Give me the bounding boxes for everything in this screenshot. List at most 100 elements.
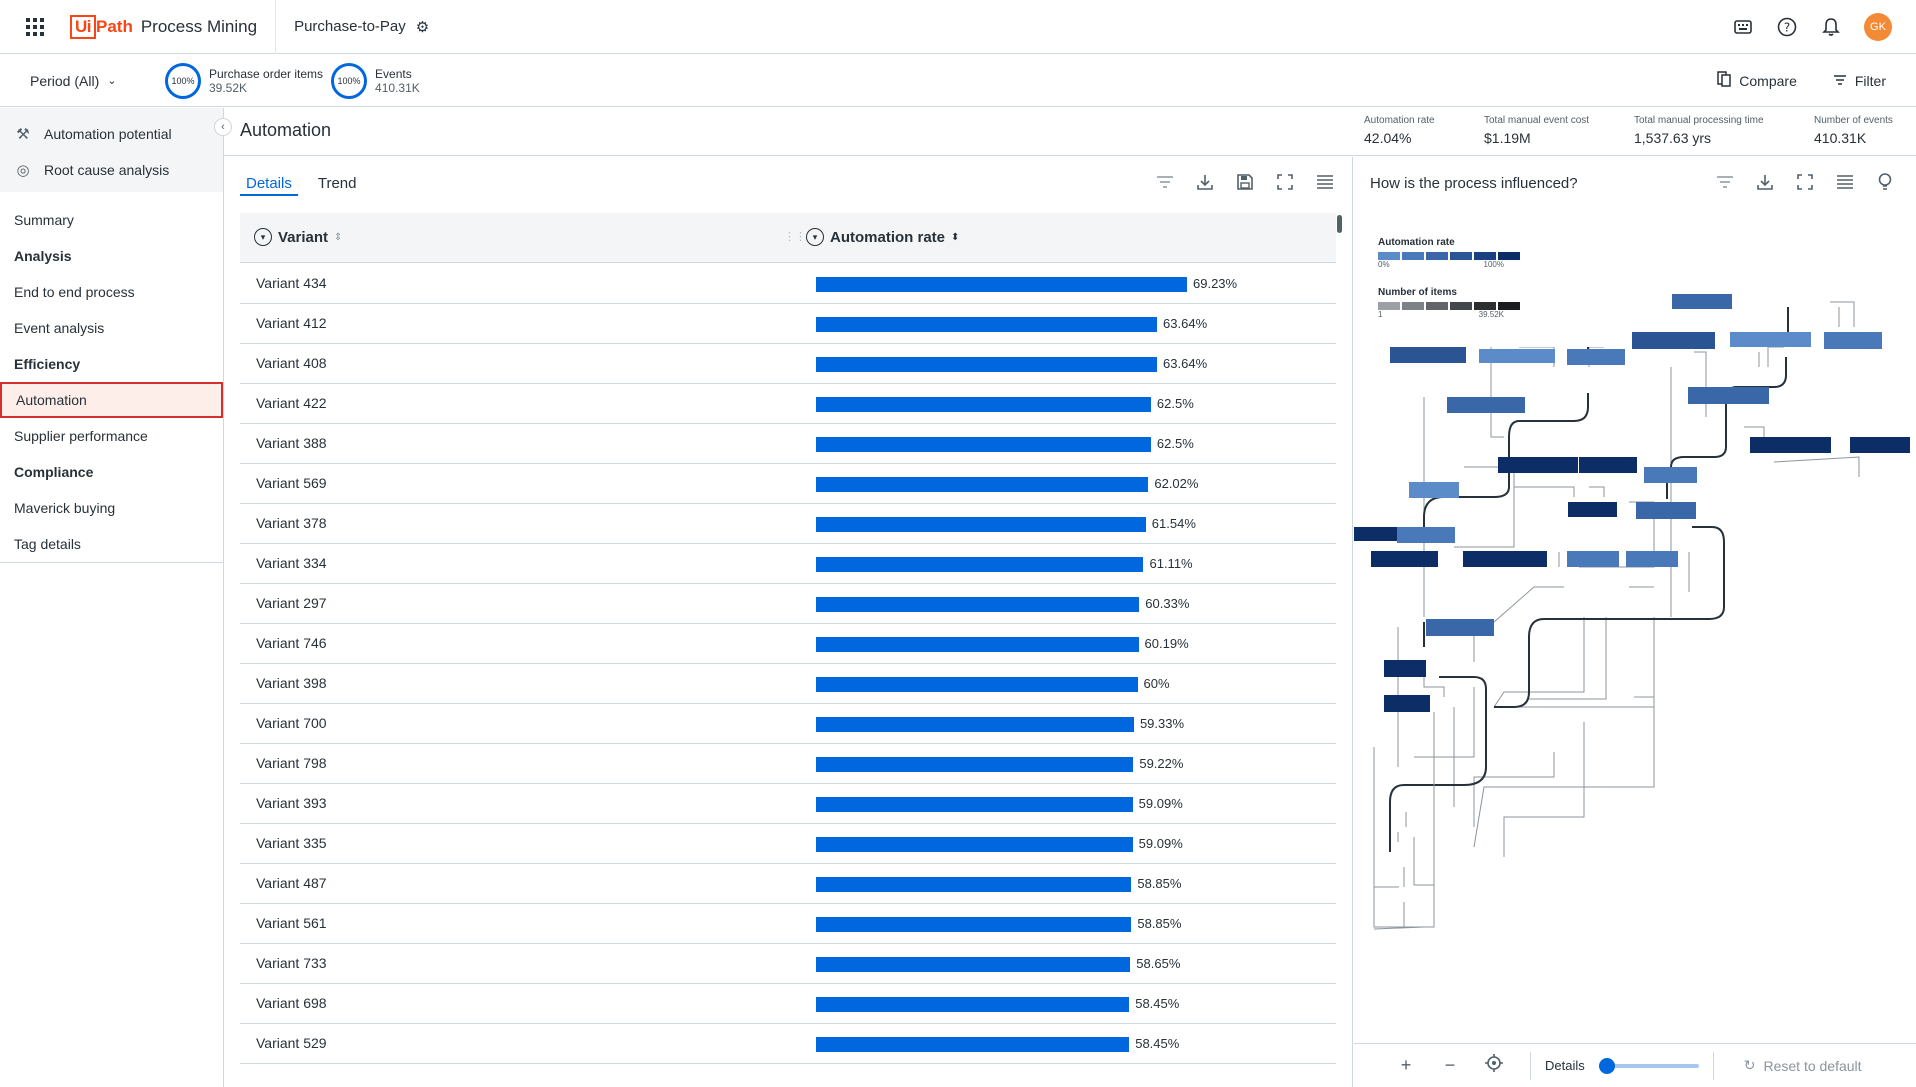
graph-node[interactable] (1644, 467, 1697, 483)
reset-to-default-button[interactable]: ↻ Reset to default (1744, 1057, 1862, 1074)
fullscreen-icon[interactable] (1796, 173, 1814, 191)
table-row[interactable]: Variant 408 63.64% (240, 344, 1336, 384)
table-row[interactable]: Variant 561 58.85% (240, 904, 1336, 944)
target-icon: ◎ (16, 162, 30, 179)
graph-node[interactable] (1730, 332, 1811, 347)
keyboard-icon[interactable] (1732, 16, 1754, 38)
graph-node[interactable] (1850, 437, 1910, 453)
table-row[interactable]: Variant 434 69.23% (240, 264, 1336, 304)
table-row[interactable]: Variant 529 58.45% (240, 1024, 1336, 1064)
table-row[interactable]: Variant 698 58.45% (240, 984, 1336, 1024)
graph-node[interactable] (1567, 551, 1619, 567)
table-row[interactable]: Variant 412 63.64% (240, 304, 1336, 344)
legend-swatch (1450, 302, 1472, 310)
table-row[interactable]: Variant 334 61.11% (240, 544, 1336, 584)
apps-launcher-button[interactable] (0, 0, 70, 54)
save-icon[interactable] (1236, 173, 1254, 191)
column-header-variant[interactable]: ▾ Variant ⇕ (254, 228, 342, 246)
nav-root-cause-analysis[interactable]: ◎ Root cause analysis (0, 152, 223, 188)
tab-details[interactable]: Details (240, 175, 298, 196)
table-row[interactable]: Variant 798 59.22% (240, 744, 1336, 784)
bell-icon[interactable] (1820, 16, 1842, 38)
period-dropdown[interactable]: Period (All) ⌄ (30, 73, 165, 89)
automation-rate-bar (816, 517, 1146, 532)
view-tabs: Details Trend (240, 175, 363, 196)
lightbulb-icon[interactable] (1876, 173, 1894, 191)
table-row[interactable]: Variant 422 62.5% (240, 384, 1336, 424)
filter-lines-icon[interactable] (1156, 173, 1174, 191)
graph-node[interactable] (1384, 695, 1430, 712)
tab-trend[interactable]: Trend (317, 175, 357, 192)
lever-icon: ⚒ (16, 126, 30, 143)
filter-lines-icon[interactable] (1716, 173, 1734, 191)
kpi-value: 42.04% (1364, 130, 1412, 146)
graph-node[interactable] (1626, 551, 1678, 567)
kpi-label: Number of events (1814, 115, 1893, 126)
details-slider[interactable] (1598, 1057, 1699, 1074)
graph-node[interactable] (1384, 660, 1426, 677)
table-row[interactable]: Variant 569 62.02% (240, 464, 1336, 504)
product-logo[interactable]: Ui Path Process Mining (70, 0, 277, 54)
table-row[interactable]: Variant 388 62.5% (240, 424, 1336, 464)
help-icon[interactable]: ? (1776, 16, 1798, 38)
graph-node[interactable] (1568, 502, 1617, 517)
download-icon[interactable] (1196, 173, 1214, 191)
graph-node[interactable] (1750, 437, 1831, 453)
progress-ring: 100% (165, 62, 201, 99)
graph-node[interactable] (1463, 551, 1547, 567)
nav-automation[interactable]: Automation (0, 382, 223, 418)
sort-desc-icon[interactable]: ⬍ (951, 231, 960, 243)
table-row[interactable]: Variant 393 59.09% (240, 784, 1336, 824)
table-row[interactable]: Variant 335 59.09% (240, 824, 1336, 864)
column-resize-handle[interactable]: ⋮⋮ (784, 231, 806, 243)
graph-node[interactable] (1371, 551, 1438, 567)
menu-lines-icon[interactable] (1316, 173, 1334, 191)
table-row[interactable]: Variant 733 58.65% (240, 944, 1336, 984)
kpi-strip: Automation rate 42.04% Total manual even… (1364, 114, 1904, 148)
scrollbar-thumb[interactable] (1337, 215, 1342, 233)
nav-automation-potential[interactable]: ⚒ Automation potential (0, 116, 223, 152)
graph-node[interactable] (1824, 332, 1882, 349)
sort-icon[interactable]: ⇕ (334, 231, 343, 243)
table-row[interactable]: Variant 398 60% (240, 664, 1336, 704)
table-row[interactable]: Variant 700 59.33% (240, 704, 1336, 744)
chevron-circle-icon[interactable]: ▾ (254, 228, 272, 246)
zoom-out-button[interactable]: − (1444, 1055, 1456, 1075)
graph-node[interactable] (1632, 332, 1715, 349)
table-row[interactable]: Variant 487 58.85% (240, 864, 1336, 904)
filter-button[interactable]: Filter (1833, 73, 1886, 89)
gear-icon[interactable]: ⚙ (415, 18, 430, 36)
table-row[interactable]: Variant 746 60.19% (240, 624, 1336, 664)
process-graph-nodes[interactable] (1354, 287, 1916, 907)
nav-event-analysis[interactable]: Event analysis (14, 320, 105, 336)
nav-tag-details[interactable]: Tag details (14, 536, 81, 552)
user-avatar[interactable]: GK (1864, 13, 1892, 41)
graph-node[interactable] (1426, 619, 1494, 636)
download-icon[interactable] (1756, 173, 1774, 191)
fullscreen-icon[interactable] (1276, 173, 1294, 191)
chevron-circle-icon[interactable]: ▾ (806, 228, 824, 246)
recenter-icon[interactable] (1472, 1054, 1516, 1077)
automation-rate-bar (816, 1037, 1130, 1052)
table-row[interactable]: Variant 297 60.33% (240, 584, 1336, 624)
nav-end-to-end-process[interactable]: End to end process (14, 284, 135, 300)
graph-node[interactable] (1636, 502, 1696, 519)
slider-knob[interactable] (1598, 1057, 1615, 1074)
filter-bar: Period (All) ⌄ 100% Purchase order items… (0, 55, 1916, 107)
graph-node[interactable] (1672, 294, 1732, 309)
nav-summary[interactable]: Summary (14, 212, 74, 228)
zoom-in-button[interactable]: + (1400, 1055, 1412, 1075)
compare-button[interactable]: Compare (1717, 71, 1797, 90)
graph-node[interactable] (1688, 387, 1769, 404)
process-graph[interactable] (1354, 347, 1916, 1007)
table-row[interactable]: Variant 378 61.54% (240, 504, 1336, 544)
nav-supplier-performance[interactable]: Supplier performance (14, 428, 148, 444)
automation-rate-bar (816, 757, 1134, 772)
filter-icon (1833, 73, 1847, 89)
process-app-name[interactable]: Purchase-to-Pay (294, 18, 406, 35)
nav-maverick-buying[interactable]: Maverick buying (14, 500, 116, 516)
legend-swatch (1474, 252, 1496, 260)
menu-lines-icon[interactable] (1836, 173, 1854, 191)
collapse-sidebar-button[interactable]: ‹ (214, 118, 232, 136)
column-header-automation-rate[interactable]: ▾ Automation rate ⬍ (806, 228, 959, 246)
